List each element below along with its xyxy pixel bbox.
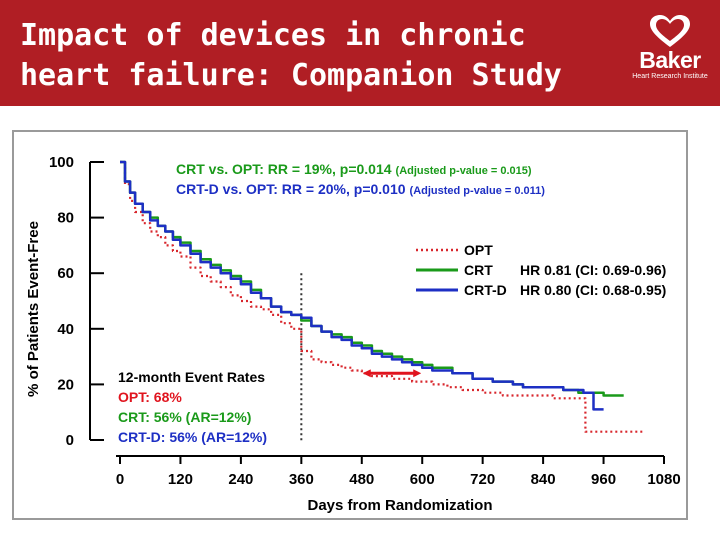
x-tick-label: 840 [531,471,556,488]
logo-wordmark: Baker [639,47,701,73]
annotation-crt-vs-opt: CRT vs. OPT: RR = 19%, p=0.014 (Adjusted … [176,161,532,177]
legend-label-crtd: CRT-D [464,282,507,298]
x-tick-label: 240 [228,471,253,488]
event-rates-box: 12-month Event Rates OPT: 68% CRT: 56% (… [118,369,267,445]
chart-axes: 0 20 40 60 80 100 0 120 240 360 480 600 720 840 960 108… [25,154,681,514]
x-tick-label: 1080 [647,471,680,488]
y-tick-label: 40 [57,321,74,338]
annotation-crtd-adjusted: (Adjusted p-value = 0.011) [410,185,546,197]
logo-subtext: Heart Research Institute [632,73,708,80]
slide-title-line-1: Impact of devices in chronic [20,18,526,53]
chart-series-layer [120,160,644,433]
slide-title-line-2: heart failure: Companion Study [20,58,562,93]
y-tick-label: 80 [57,210,74,227]
x-axis-label: Days from Randomization [307,497,492,514]
annotation-crtd-main: CRT-D vs. OPT: RR = 20%, p=0.010 [176,181,406,197]
slide-title: Impact of devices in chronic heart failu… [20,16,620,96]
x-tick-label: 600 [410,471,435,488]
kaplan-meier-chart: 0 20 40 60 80 100 0 120 240 360 480 600 720 840 960 108… [25,154,681,514]
heart-logo-icon [650,15,690,47]
chart-annotations: CRT vs. OPT: RR = 19%, p=0.014 (Adjusted … [118,161,666,445]
event-rate-crtd: CRT-D: 56% (AR=12%) [118,429,267,445]
x-tick-label: 480 [349,471,374,488]
chart-frame: 0 20 40 60 80 100 0 120 240 360 480 600 720 840 960 108… [12,130,688,520]
baker-logo: Baker Heart Research Institute [628,14,712,86]
y-tick-label: 20 [57,376,74,393]
x-tick-label: 0 [116,471,124,488]
y-axis-label: % of Patients Event-Free [25,221,42,397]
annotation-crtd-vs-opt: CRT-D vs. OPT: RR = 20%, p=0.010 (Adjuste… [176,181,545,197]
x-tick-label: 120 [168,471,193,488]
chart-legend: OPT CRT CRT-D HR 0.81 (CI: 0.69-0.96) HR… [416,242,666,298]
legend-label-crt: CRT [464,262,493,278]
slide-header: Impact of devices in chronic heart failu… [0,0,720,106]
y-tick-label: 0 [66,432,74,449]
legend-label-opt: OPT [464,242,493,258]
annotation-crt-adjusted: (Adjusted p-value = 0.015) [396,165,532,177]
event-rate-opt: OPT: 68% [118,389,182,405]
legend-hr-crt: HR 0.81 (CI: 0.69-0.96) [520,262,666,278]
series-line-crt-d [120,160,604,411]
annotation-crt-main: CRT vs. OPT: RR = 19%, p=0.014 [176,161,392,177]
y-tick-label: 60 [57,265,74,282]
y-tick-label: 100 [49,154,74,171]
x-tick-label: 720 [470,471,495,488]
x-tick-label: 960 [591,471,616,488]
series-line-opt [120,160,644,433]
event-rate-crt: CRT: 56% (AR=12%) [118,409,251,425]
legend-hr-crtd: HR 0.80 (CI: 0.68-0.95) [520,282,666,298]
series-line-crt [120,160,624,397]
x-tick-label: 360 [289,471,314,488]
event-rates-heading: 12-month Event Rates [118,369,265,385]
